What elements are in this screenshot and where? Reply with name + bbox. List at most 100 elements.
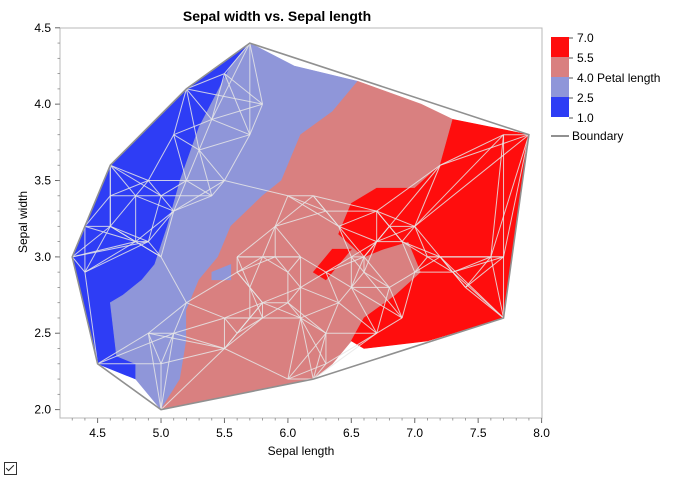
triangulation-edge: [350, 256, 365, 273]
triangulation-edge: [109, 164, 137, 197]
triangulation-edge: [312, 332, 377, 380]
x-tick-label: 6.0: [280, 426, 297, 440]
triangulation-edge: [274, 226, 301, 258]
triangulation-edge: [110, 180, 149, 197]
triangulation-edge: [185, 149, 200, 181]
triangulation-edge: [274, 195, 314, 227]
legend-swatch: [551, 37, 569, 57]
triangulation-edge: [224, 317, 263, 349]
triangulation-edge: [160, 210, 175, 258]
triangulation-edge: [148, 332, 225, 350]
triangulation-edge: [351, 241, 377, 258]
triangulation-edge: [186, 271, 238, 304]
triangulation-edge: [211, 103, 263, 120]
triangulation-edge: [287, 332, 327, 380]
y-tick-label: 3.5: [34, 174, 51, 188]
triangulation-edge: [389, 271, 416, 288]
triangulation-edge: [287, 287, 301, 304]
triangulation-edge: [338, 210, 377, 227]
triangulation-edge: [401, 241, 428, 258]
triangulation-edge: [236, 271, 263, 304]
triangulation-edge: [173, 302, 187, 334]
triangulation-edge: [84, 241, 136, 273]
triangulation-edge: [160, 348, 225, 365]
triangulation-edge: [388, 164, 441, 227]
triangulation-edge: [312, 363, 327, 380]
triangulation-edge: [109, 195, 137, 227]
legend: 7.0 5.5 4.0 Petal length 2.5 1.0 Boundary: [551, 31, 660, 143]
triangulation-edge: [452, 256, 504, 273]
triangulation-edge: [312, 333, 327, 380]
y-axis: 2.0 2.5 3.0 3.5 4.0 4.5: [34, 21, 60, 417]
triangulation-edge: [287, 256, 301, 273]
triangulation-edge: [363, 241, 378, 273]
triangulation-edge: [287, 195, 339, 227]
triangulation-edge: [439, 134, 504, 166]
triangulation-edge: [97, 332, 149, 365]
triangulation-edge: [262, 302, 289, 319]
triangulation-edge: [427, 256, 454, 273]
triangulation-edge: [325, 271, 340, 303]
triangulation-edge: [439, 134, 530, 166]
triangulation-edge: [224, 348, 289, 380]
x-tick-label: 4.5: [89, 426, 106, 440]
triangulation-edge: [224, 317, 251, 349]
triangulation-edge: [160, 348, 225, 410]
contour-region-7-0: [312, 248, 352, 281]
triangulation-edge: [211, 118, 251, 136]
triangulation-edge: [249, 287, 263, 319]
y-tick-label: 2.5: [34, 326, 51, 340]
triangulation-edge: [274, 195, 289, 227]
triangulation-edge: [186, 88, 213, 120]
show-triangulation-checkbox[interactable]: [4, 460, 22, 476]
triangulation-edge: [211, 73, 225, 120]
legend-boundary-label: Boundary: [572, 129, 623, 143]
triangulation-edge: [313, 195, 377, 212]
x-tick-label: 7.0: [406, 426, 423, 440]
triangulation-edge: [84, 195, 111, 227]
triangulation-edge: [490, 134, 530, 258]
triangulation-edge: [503, 134, 530, 257]
checkbox-checked-icon[interactable]: [4, 461, 17, 475]
triangulation-edge: [388, 287, 403, 319]
triangulation-edge: [287, 363, 327, 380]
legend-swatch: [551, 77, 569, 97]
triangulation-edge: [224, 180, 289, 197]
legend-level-label: 7.0: [577, 31, 594, 45]
triangulation-edge: [186, 302, 225, 319]
x-axis: 4.5 5.0 5.5 6.0 6.5 7.0 7.5 8.0: [71, 418, 550, 440]
chart-title: Sepal width vs. Sepal length: [183, 8, 371, 24]
triangulation-edge: [249, 302, 263, 319]
triangulation-edge: [160, 333, 175, 364]
triangulation-edge: [452, 256, 492, 273]
triangulation-edge: [490, 256, 505, 319]
triangulation-mesh: [71, 42, 530, 411]
triangulation-edge: [211, 42, 251, 120]
triangulation-edge: [147, 333, 162, 364]
triangulation-edge: [249, 42, 264, 105]
triangulation-edge: [224, 134, 251, 181]
triangulation-edge: [135, 180, 149, 197]
triangulation-edge: [350, 271, 365, 288]
y-tick-label: 4.5: [34, 21, 51, 35]
triangulation-edge: [71, 256, 86, 273]
triangulation-edge: [363, 271, 390, 288]
triangulation-edge: [439, 256, 504, 319]
triangulation-edge: [71, 225, 111, 258]
triangulation-edge: [147, 210, 175, 242]
triangulation-edge: [236, 225, 276, 258]
triangulation-edge: [262, 302, 301, 319]
triangulation-edge: [401, 241, 416, 273]
legend-level-label: 4.0 Petal length: [577, 71, 660, 85]
boundary-line: [71, 42, 530, 411]
y-tick-label: 4.0: [34, 97, 51, 111]
triangulation-edge: [300, 317, 327, 365]
triangulation-edge: [363, 226, 390, 258]
triangulation-edge: [110, 225, 149, 243]
triangulation-edge: [173, 180, 187, 212]
triangulation-edge: [414, 256, 428, 273]
boundary-hull: [71, 42, 530, 411]
triangulation-edge: [236, 256, 263, 273]
triangulation-edge: [173, 134, 187, 181]
triangulation-edge: [325, 302, 340, 334]
